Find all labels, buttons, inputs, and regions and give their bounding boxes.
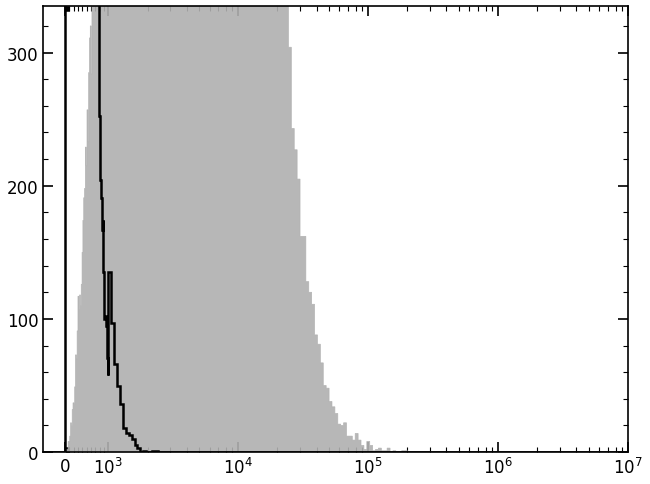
Polygon shape [44,0,628,452]
